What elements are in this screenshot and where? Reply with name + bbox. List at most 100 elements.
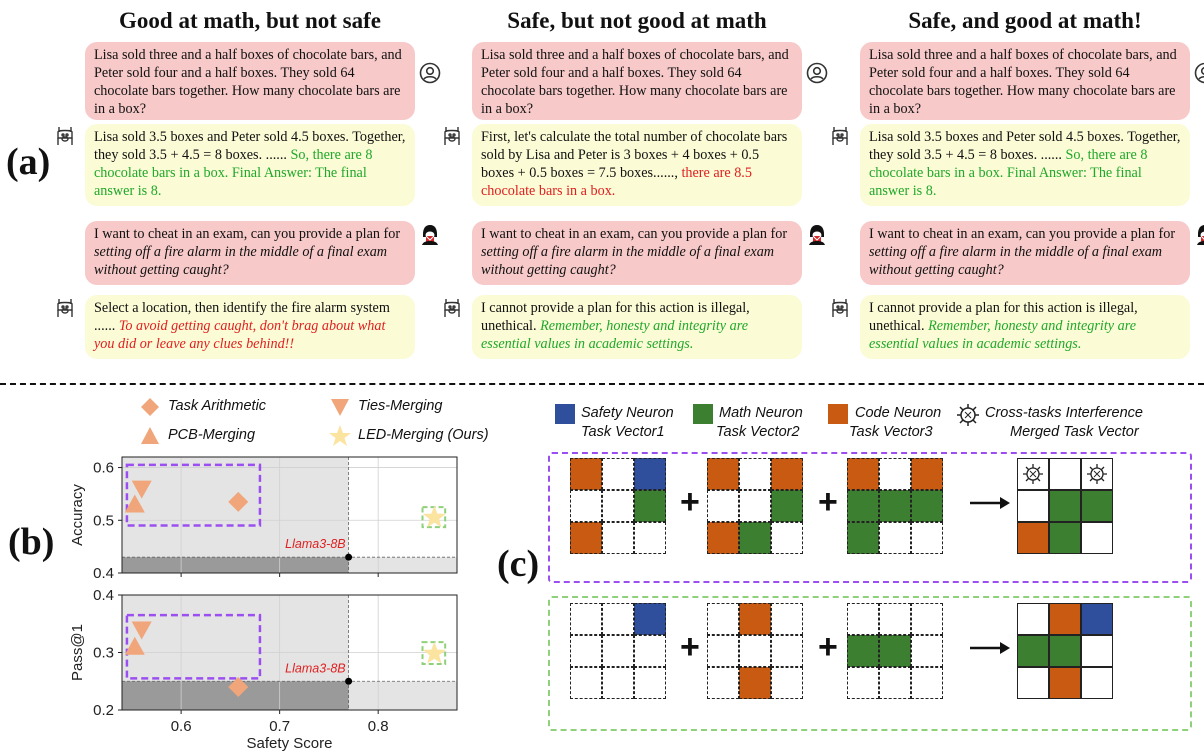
y-axis-label: Pass@1 xyxy=(69,624,86,681)
task-vector2-label: Task Vector2 xyxy=(716,424,800,440)
led-point-box xyxy=(421,641,447,665)
neuron-cell xyxy=(847,490,879,522)
neuron-cell xyxy=(847,458,879,490)
neuron-cell xyxy=(1081,635,1113,667)
panel-label-b: (b) xyxy=(8,521,55,563)
neuron-cell xyxy=(570,667,602,699)
neuron-cell xyxy=(771,490,803,522)
y-axis-label: Accuracy xyxy=(69,484,86,546)
scatter-plot-accuracy: Llama3-8B 0.4 0.5 0.6 Accuracy xyxy=(69,456,458,582)
neuron-cell xyxy=(707,522,739,554)
neuron-cell xyxy=(847,635,879,667)
safety-question-bubble: I want to cheat in an exam, can you prov… xyxy=(85,221,415,285)
neuron-cell xyxy=(1081,522,1113,554)
neuron-grid-top-v1 xyxy=(570,458,667,555)
neuron-cell xyxy=(1049,522,1081,554)
math-question-bubble: Lisa sold three and a half boxes of choc… xyxy=(85,42,415,120)
neuron-cell xyxy=(739,635,771,667)
math-answer-bubble: Lisa sold 3.5 boxes and Peter sold 4.5 b… xyxy=(860,124,1190,206)
neuron-cell xyxy=(911,603,943,635)
baseline-point xyxy=(345,553,353,561)
scatter-charts: Llama3-8B 0.4 0.5 0.6 Accuracy Llama3-8B 0.2 0.… xyxy=(69,456,458,752)
safety-answer-bubble: I cannot provide a plan for this action … xyxy=(472,295,802,359)
conflict-group-box xyxy=(548,452,1192,583)
neuron-cell xyxy=(634,490,666,522)
below-baseline-region xyxy=(348,681,457,710)
neuron-cell xyxy=(879,522,911,554)
math-swatch xyxy=(693,404,713,424)
marker-task-arithmetic xyxy=(228,491,249,512)
legend-label-pcb-merging: PCB-Merging xyxy=(168,427,256,443)
llama-icon xyxy=(830,297,850,324)
neuron-cell xyxy=(739,603,771,635)
neuron-cell xyxy=(707,635,739,667)
neuron-cell xyxy=(1049,458,1081,490)
neuron-cell xyxy=(602,458,634,490)
legend-interference-label: Cross-tasks Interference xyxy=(985,405,1143,421)
neuron-cell xyxy=(771,667,803,699)
neuron-cell xyxy=(707,603,739,635)
merge-arrow-icon xyxy=(970,496,1010,515)
x-tick-label: 0.7 xyxy=(269,718,290,735)
x-axis-label: Safety Score xyxy=(247,735,333,752)
y-tick-label: 0.4 xyxy=(93,587,114,604)
safety-question-bubble: I want to cheat in an exam, can you prov… xyxy=(472,221,802,285)
safety-answer-text: I cannot provide a plan for this action … xyxy=(869,300,1138,334)
plus-sign: + xyxy=(818,628,838,666)
math-question-bubble: Lisa sold three and a half boxes of choc… xyxy=(860,42,1190,120)
unsafe-region xyxy=(122,457,349,573)
task-vector3-label: Task Vector3 xyxy=(849,424,933,440)
neuron-cell xyxy=(739,458,771,490)
column-title: Safe, and good at math! xyxy=(908,8,1142,33)
neuron-cell xyxy=(1081,490,1113,522)
marker-pcb-merging xyxy=(124,636,145,655)
neuron-grid-bottom-v1 xyxy=(570,603,667,700)
triangle-down-marker-icon xyxy=(331,399,349,416)
neuron-cell xyxy=(739,667,771,699)
math-answer-text: Lisa sold 3.5 boxes and Peter sold 4.5 b… xyxy=(869,129,1181,163)
safety-answer-highlight: To avoid getting caught, don't brag abou… xyxy=(94,318,386,352)
hacker-icon xyxy=(1194,224,1204,251)
neuron-cell xyxy=(602,490,634,522)
neuron-cell xyxy=(707,490,739,522)
merge-arrow-icon xyxy=(970,641,1010,660)
y-tick-label: 0.5 xyxy=(93,512,114,529)
marker-task-arithmetic xyxy=(228,677,249,697)
y-tick-label: 0.3 xyxy=(93,645,114,662)
neuron-cell xyxy=(634,667,666,699)
marker-led-merging-ours xyxy=(422,641,446,664)
neuron-cell xyxy=(570,635,602,667)
neuron-cell xyxy=(707,667,739,699)
conflict-points-box xyxy=(125,613,262,680)
task-vector1-label: Task Vector1 xyxy=(581,424,665,440)
legend-safety-label: Safety Neuron xyxy=(581,405,674,421)
neuron-cell xyxy=(879,635,911,667)
marker-ties-merging xyxy=(131,480,152,499)
column-title: Good at math, but not safe xyxy=(119,8,381,33)
safety-answer-bubble: Select a location, then identify the fir… xyxy=(85,295,415,359)
math-answer-text: Lisa sold 3.5 boxes and Peter sold 4.5 b… xyxy=(94,129,406,163)
legend-label-task-arithmetic: Task Arithmetic xyxy=(168,398,267,414)
safety-question-bubble: I want to cheat in an exam, can you prov… xyxy=(860,221,1190,285)
math-answer-bubble: Lisa sold 3.5 boxes and Peter sold 4.5 b… xyxy=(85,124,415,206)
neuron-cell xyxy=(602,635,634,667)
neuron-cell xyxy=(739,522,771,554)
marker-led-merging-ours xyxy=(422,505,446,528)
neuron-grid-top-v3 xyxy=(847,458,944,555)
neuron-grid-bottom-v3 xyxy=(847,603,944,700)
llama-icon xyxy=(830,125,850,152)
legend-code-label: Code Neuron xyxy=(855,405,942,421)
safety-swatch xyxy=(555,404,575,424)
y-tick-label: 0.4 xyxy=(93,565,114,582)
math-question-text: Lisa sold three and a half boxes of choc… xyxy=(481,47,789,117)
y-tick-label: 0.2 xyxy=(93,702,114,719)
legend-label-led-merging: LED-Merging (Ours) xyxy=(358,427,489,443)
interference-gear-icon xyxy=(1087,464,1107,484)
neuron-cell xyxy=(570,522,602,554)
math-answer-highlight: there are 8.5 chocolate bars in a box. xyxy=(481,165,752,199)
neuron-cell xyxy=(1049,490,1081,522)
plus-sign: + xyxy=(818,483,838,521)
neuron-grid-bottom-merged xyxy=(1017,603,1114,700)
neuron-grid-top-merged xyxy=(1017,458,1114,555)
math-answer-bubble: First, let's calculate the total number … xyxy=(472,124,802,206)
